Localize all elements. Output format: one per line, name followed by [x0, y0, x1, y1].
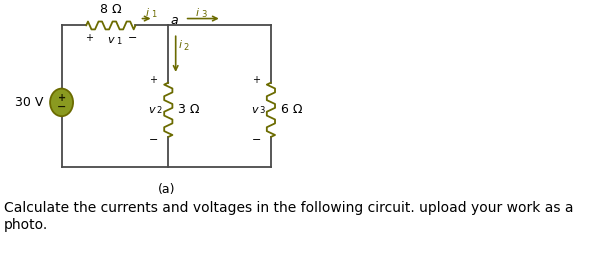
- Text: 6 Ω: 6 Ω: [281, 103, 302, 116]
- Text: Calculate the currents and voltages in the following circuit. upload your work a: Calculate the currents and voltages in t…: [4, 201, 573, 215]
- Text: +: +: [150, 75, 157, 85]
- Text: 8 Ω: 8 Ω: [100, 2, 121, 16]
- Text: +: +: [85, 33, 93, 43]
- Text: i: i: [145, 8, 148, 18]
- Text: 3: 3: [260, 106, 265, 115]
- Text: v: v: [148, 105, 155, 115]
- Text: v: v: [108, 35, 114, 45]
- Text: 1: 1: [116, 37, 121, 46]
- Text: +: +: [58, 94, 66, 104]
- Text: 3 Ω: 3 Ω: [178, 103, 200, 116]
- Text: 1: 1: [151, 10, 156, 19]
- Text: +: +: [252, 75, 260, 85]
- Text: photo.: photo.: [4, 218, 48, 232]
- Text: −: −: [128, 33, 138, 43]
- Text: −: −: [251, 135, 261, 145]
- Text: i: i: [195, 8, 198, 18]
- Text: 30 V: 30 V: [15, 96, 43, 109]
- Text: i: i: [179, 40, 182, 50]
- Text: 2: 2: [183, 43, 188, 52]
- Circle shape: [50, 89, 73, 116]
- Text: v: v: [251, 105, 258, 115]
- Text: a: a: [171, 14, 178, 27]
- Text: 3: 3: [201, 10, 207, 19]
- Text: (a): (a): [157, 183, 175, 196]
- Text: −: −: [57, 102, 66, 112]
- Text: −: −: [149, 135, 158, 145]
- Text: 2: 2: [157, 106, 162, 115]
